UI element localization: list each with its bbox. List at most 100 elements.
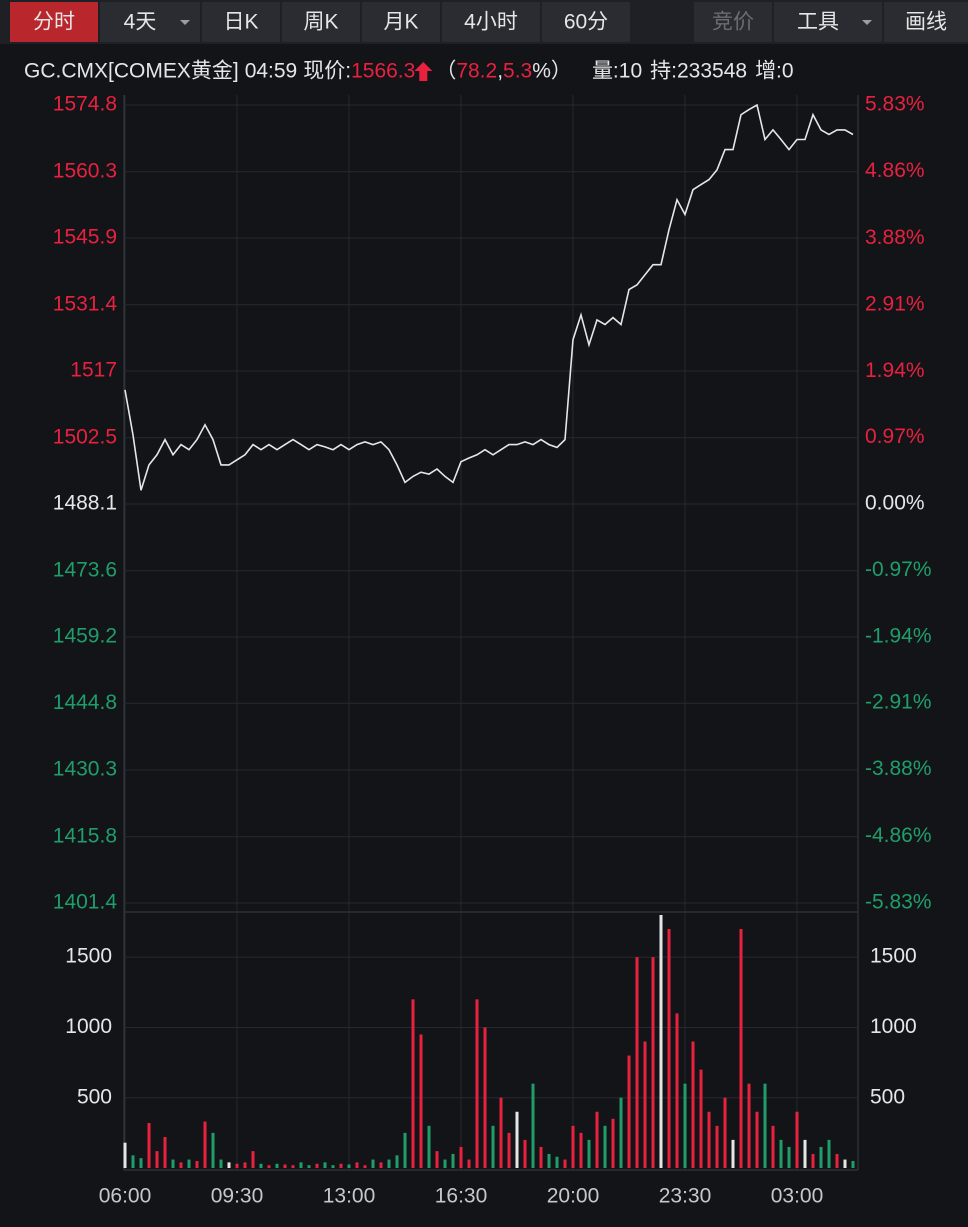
volume-bar: [403, 1132, 407, 1168]
volume-bar: [203, 1121, 207, 1168]
y-tick-label: 1517: [70, 359, 117, 382]
volume-bar: [651, 957, 655, 1168]
volume-bar: [763, 1083, 767, 1168]
volume-bar: [451, 1153, 455, 1168]
y-tick-label: 1502.5: [53, 425, 117, 448]
volume-bar: [755, 1111, 759, 1168]
tab-label[interactable]: 周K: [303, 11, 338, 34]
volume-bar: [619, 1097, 623, 1168]
price: 1566.3: [351, 60, 415, 83]
volume-bar: [515, 1111, 519, 1168]
tab[interactable]: [884, 2, 968, 42]
y-tick-label: 1430.3: [53, 758, 117, 781]
x-tick-label: 13:00: [323, 1185, 376, 1208]
volume-bar: [379, 1162, 383, 1168]
volume-bar: [131, 1155, 135, 1168]
volume-bar: [499, 1097, 503, 1168]
tab-label[interactable]: 竞价: [712, 11, 754, 34]
y2-tick-label: -5.83%: [865, 891, 932, 914]
volume-bar: [611, 1118, 615, 1168]
volume-bar: [355, 1162, 359, 1168]
tab-label[interactable]: 分时: [33, 11, 75, 34]
volume-bar: [723, 1097, 727, 1168]
volume-bar: [395, 1155, 399, 1168]
hold: 持:233548: [650, 60, 747, 83]
y2-tick-label: 5.83%: [865, 93, 925, 116]
y2-tick-label: -1.94%: [865, 624, 932, 647]
volume-bar: [483, 1027, 487, 1168]
volume-bar: [123, 1142, 127, 1168]
volume-bar: [779, 1139, 783, 1168]
volume-bar: [595, 1111, 599, 1168]
tab[interactable]: [202, 2, 280, 42]
x-tick-label: 23:30: [659, 1185, 712, 1208]
volume-bar: [731, 1139, 735, 1168]
sep: ,: [497, 60, 503, 83]
price-line: [124, 103, 854, 491]
y-tick-label: 1459.2: [53, 625, 117, 648]
volume-bar: [691, 1041, 695, 1168]
volume-bar: [659, 915, 663, 1168]
volume-bar: [635, 957, 639, 1168]
tab[interactable]: [542, 2, 630, 42]
y-tick-label: 1488.1: [53, 492, 117, 515]
close-paren: %）: [532, 60, 572, 83]
y-tick-label: 500: [77, 1085, 112, 1108]
tab[interactable]: [362, 2, 440, 42]
volume-bar: [187, 1159, 191, 1168]
volume-bar: [371, 1159, 375, 1168]
tab-label[interactable]: 4天: [124, 11, 157, 34]
volume-bar: [411, 999, 415, 1168]
volume-bar: [211, 1132, 215, 1168]
volume-bar: [219, 1159, 223, 1168]
change: 78.2: [456, 60, 497, 83]
volume-bar: [819, 1146, 823, 1168]
volume-bar: [747, 1083, 751, 1168]
y2-tick-label: 1000: [870, 1015, 917, 1038]
tab[interactable]: [10, 2, 98, 42]
y-tick-label: 1500: [65, 945, 112, 968]
up-arrow: [414, 62, 433, 81]
volume-bar: [827, 1139, 831, 1168]
tab[interactable]: [694, 2, 772, 42]
volume-bar: [771, 1125, 775, 1168]
tab[interactable]: [442, 2, 540, 42]
volume-bar: [699, 1069, 703, 1168]
y2-tick-label: 500: [870, 1085, 905, 1108]
volume-bar: [147, 1123, 151, 1168]
volume-bar: [459, 1146, 463, 1168]
volume-bar: [139, 1158, 143, 1168]
tab-label[interactable]: 工具: [797, 11, 839, 34]
volume-bar: [243, 1162, 247, 1168]
x-tick-label: 20:00: [547, 1185, 600, 1208]
volume-bar: [323, 1162, 327, 1168]
tab-label[interactable]: 月K: [383, 11, 418, 34]
tab-label[interactable]: 画线: [905, 11, 947, 34]
tab-label[interactable]: 60分: [564, 11, 608, 34]
volume-bar: [363, 1165, 367, 1168]
volume-bar: [579, 1132, 583, 1168]
volume-bar: [307, 1165, 311, 1168]
volume-bar: [531, 1083, 535, 1168]
volume-bar: [811, 1153, 815, 1168]
y2-tick-label: 0.97%: [865, 425, 925, 448]
volume-bar: [787, 1146, 791, 1168]
volume-bar: [715, 1125, 719, 1168]
dropdown-arrow: [180, 20, 190, 25]
volume-bar: [227, 1162, 231, 1168]
tab[interactable]: [282, 2, 360, 42]
tab-label[interactable]: 4小时: [464, 11, 518, 34]
tab-label[interactable]: 日K: [223, 11, 258, 34]
volume-bar: [171, 1159, 175, 1168]
time: 04:59: [245, 60, 298, 83]
volume-bar: [539, 1146, 543, 1168]
y2-tick-label: 1500: [870, 945, 917, 968]
x-tick-label: 16:30: [435, 1185, 488, 1208]
volume-bar: [475, 999, 479, 1168]
volume-bar: [803, 1139, 807, 1168]
volume-bar: [275, 1163, 279, 1168]
y2-tick-label: 4.86%: [865, 159, 925, 182]
volume-bar: [163, 1137, 167, 1168]
